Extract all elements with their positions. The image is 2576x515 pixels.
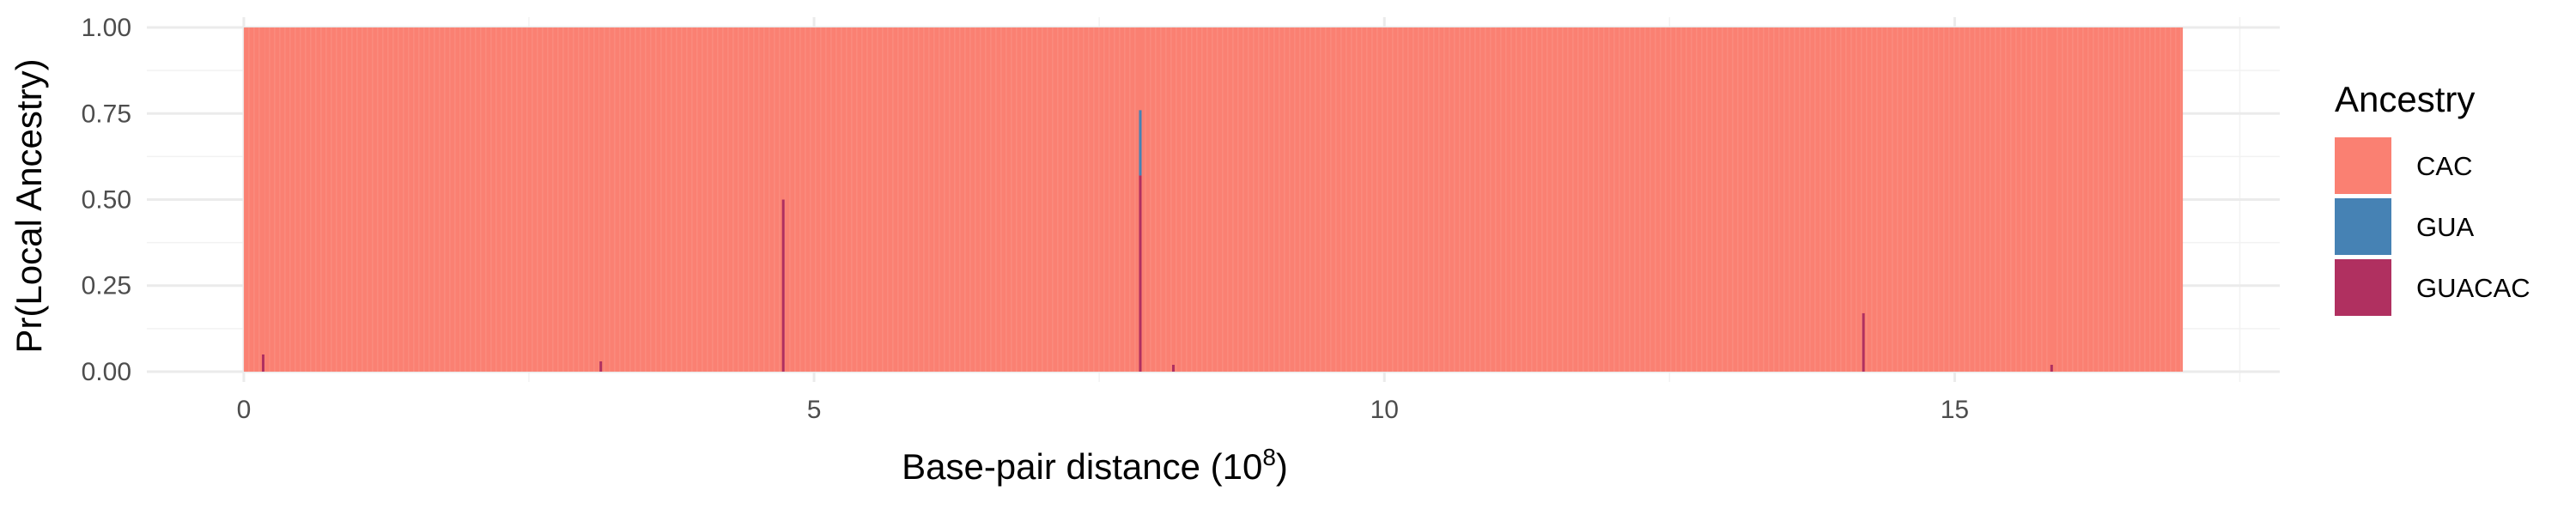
legend-label-cac: CAC [2416,151,2472,181]
x-tick-label: 5 [807,396,822,424]
y-tick-label: 0.00 [82,358,131,386]
y-tick-label: 1.00 [82,14,131,42]
bar-segment-guacac [1862,312,1865,372]
bar-cac [243,27,2184,372]
bar-texture [243,27,2182,372]
legend-label-gua: GUA [2416,212,2475,242]
bar-segment-cac [1172,27,1176,365]
bar-segment-cac [781,27,785,200]
x-axis-ticks: 0 5 10 15 [237,396,1970,424]
y-tick-label: 0.25 [82,272,131,300]
bar-segment-cac [2050,27,2053,365]
legend-swatch-cac [2335,137,2391,194]
y-tick-label: 0.75 [82,100,131,128]
x-tick-label: 15 [1941,396,1969,424]
x-axis-title-superscript: 8 [1262,444,1276,470]
x-axis-title-suffix: ) [1276,446,1288,487]
bar-segment-cac [1139,27,1142,111]
legend-swatch-guacac [2335,259,2391,316]
bar-segment-gua [1139,110,1142,176]
bar-segment-guacac [781,199,785,372]
x-tick-label: 10 [1370,396,1399,424]
x-axis-title: Base-pair distance (108) [902,444,1288,487]
legend-title: Ancestry [2335,79,2475,119]
bar-segment-guacac [1139,175,1142,372]
bar-segment-cac [261,27,264,354]
y-tick-label: 0.50 [82,186,131,215]
x-tick-label: 0 [237,396,252,424]
bar-segment-guacac [1172,364,1176,372]
bar-segment-guacac [599,360,603,372]
legend-swatch-gua [2335,198,2391,255]
y-axis-ticks: 0.00 0.25 0.50 0.75 1.00 [82,14,131,386]
bar-segment-guacac [261,354,264,372]
y-axis-title: Pr(Local Ancestry) [9,58,49,353]
legend: Ancestry CAC GUA GUACAC [2335,79,2530,316]
stacked-bars [243,27,2184,372]
bar-segment-guacac [2050,364,2053,372]
legend-label-guacac: GUACAC [2416,273,2530,303]
bar-segment-cac [1862,27,1865,313]
bar-segment-cac [599,27,603,361]
